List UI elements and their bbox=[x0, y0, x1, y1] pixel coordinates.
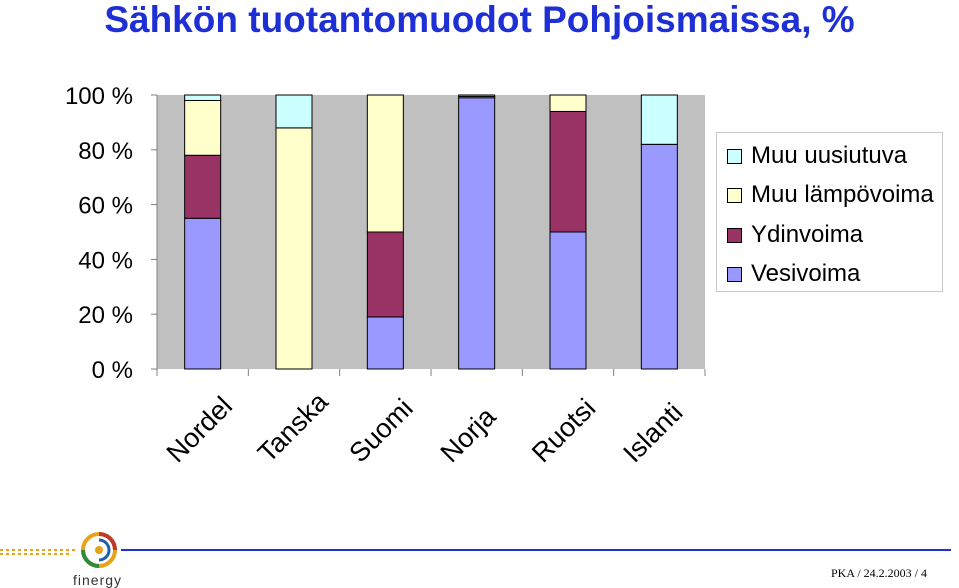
logo-wordmark: finergy bbox=[73, 572, 123, 588]
bar-segment bbox=[366, 231, 404, 318]
legend-item-muu-uusiutuva: Muu uusiutuva bbox=[727, 141, 907, 171]
bar-segment bbox=[184, 154, 222, 219]
y-tick-label: 20 % bbox=[78, 302, 133, 329]
bar-segment bbox=[458, 94, 496, 97]
bar-segment bbox=[366, 316, 404, 370]
finergy-logo-icon bbox=[81, 532, 117, 568]
legend-item-ydinvoima: Ydinvoima bbox=[727, 220, 863, 250]
bar-segment bbox=[184, 94, 222, 101]
bar-segment bbox=[184, 217, 222, 370]
legend-item-vesivoima: Vesivoima bbox=[727, 259, 860, 289]
footer-dotted-line bbox=[0, 553, 70, 555]
legend-swatch-muu-lampovoima bbox=[727, 187, 742, 203]
legend-label: Ydinvoima bbox=[751, 221, 864, 248]
legend-item-muu-lampovoima: Muu lämpövoima bbox=[727, 180, 934, 210]
y-tick-label: 0 % bbox=[92, 357, 133, 384]
legend-swatch-muu-uusiutuva bbox=[727, 148, 742, 164]
footer-dotted-line bbox=[0, 549, 76, 551]
x-tick-label: Ruotsi bbox=[526, 393, 601, 468]
y-tick-label: 80 % bbox=[78, 138, 133, 165]
bar-segment bbox=[640, 143, 678, 370]
bar-segment bbox=[549, 110, 587, 233]
legend-swatch-ydinvoima bbox=[727, 227, 742, 243]
x-tick-label: Norja bbox=[435, 401, 503, 469]
slide-reference: PKA / 24.2.2003 / 4 bbox=[830, 566, 927, 580]
bar-segment bbox=[458, 97, 496, 370]
legend-swatch-vesivoima bbox=[727, 266, 742, 282]
plot-area bbox=[157, 95, 705, 369]
legend-label: Vesivoima bbox=[751, 260, 861, 287]
legend-label: Muu lämpövoima bbox=[751, 181, 934, 208]
bar-segment bbox=[184, 99, 222, 156]
bar-segment bbox=[549, 231, 587, 370]
y-tick-label: 100 % bbox=[65, 83, 133, 110]
bar-segment bbox=[366, 94, 404, 233]
y-tick-label: 40 % bbox=[78, 247, 133, 274]
chart-legend: Muu uusiutuva Muu lämpövoima Ydinvoima V… bbox=[716, 132, 943, 292]
page-title: Sähkön tuotantomuodot Pohjoismaissa, % bbox=[104, 0, 855, 40]
bar-segment bbox=[275, 127, 313, 370]
bar-segment bbox=[275, 94, 313, 129]
bar-segment bbox=[549, 94, 587, 112]
footer-rule bbox=[121, 549, 951, 551]
x-tick-label: Islanti bbox=[617, 397, 688, 468]
x-tick-label: Nordel bbox=[161, 391, 238, 468]
x-tick-label: Suomi bbox=[343, 393, 418, 468]
x-tick-label: Tanska bbox=[252, 386, 334, 468]
stacked-bar-chart: 0 % 20 % 40 % 60 % 80 % 100 % Nordel Tanska Suom… bbox=[65, 83, 706, 469]
legend-label: Muu uusiutuva bbox=[751, 142, 908, 169]
y-tick-label: 60 % bbox=[78, 193, 133, 220]
bar-segment bbox=[640, 94, 678, 145]
